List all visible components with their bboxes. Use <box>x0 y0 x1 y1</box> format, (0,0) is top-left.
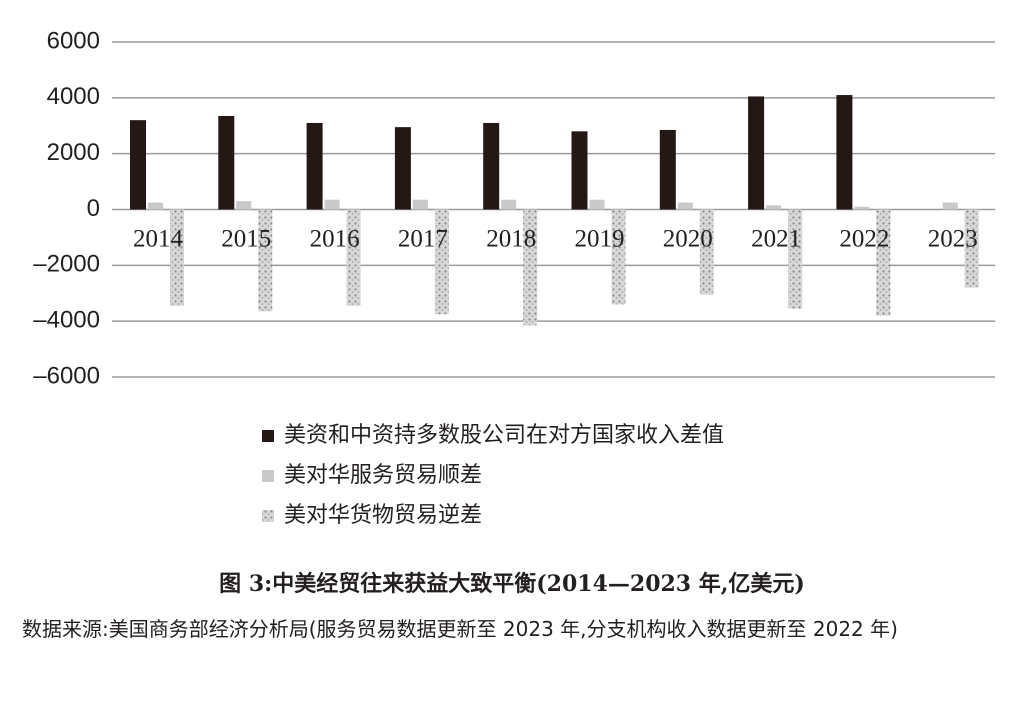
bar <box>589 199 605 210</box>
x-tick-label: 2016 <box>310 226 360 253</box>
bar <box>148 202 163 210</box>
legend-label: 美对华货物贸易逆差 <box>284 503 482 528</box>
bar <box>346 209 361 306</box>
bar <box>258 209 273 312</box>
x-tick-label: 2022 <box>839 226 889 253</box>
bar <box>306 122 323 210</box>
y-tick-label: 6000 <box>47 27 100 54</box>
bar <box>236 201 252 210</box>
x-tick-label: 2015 <box>221 226 271 253</box>
bar <box>766 205 782 210</box>
bar <box>942 202 958 210</box>
bar <box>130 120 146 210</box>
x-tick-label: 2014 <box>133 226 184 253</box>
bar <box>964 209 979 288</box>
bar <box>571 131 588 210</box>
legend-swatch <box>262 510 274 522</box>
bar <box>836 95 853 210</box>
bar <box>412 199 428 210</box>
legend-label: 美资和中资持多数股公司在对方国家收入差值 <box>284 423 724 448</box>
bar <box>748 96 765 210</box>
legend-label: 美对华服务贸易顺差 <box>284 463 482 488</box>
source-text: 美国商务部经济分析局(服务贸易数据更新至 2023 年,分支机构收入数据更新至 … <box>108 617 898 641</box>
x-tick-label: 2023 <box>928 226 978 253</box>
y-tick-label: 0 <box>87 195 100 222</box>
y-tick-label: –2000 <box>33 251 100 278</box>
y-tick-label: 4000 <box>47 83 100 110</box>
y-tick-label: –4000 <box>33 307 100 334</box>
bar <box>324 199 340 210</box>
y-tick-label: 2000 <box>47 139 100 166</box>
bar <box>170 209 184 306</box>
bar <box>876 209 891 316</box>
y-tick-label: –6000 <box>33 362 100 389</box>
legend-swatch <box>262 430 274 442</box>
bar <box>434 209 449 315</box>
bar <box>611 209 626 305</box>
bar <box>501 199 517 210</box>
bar <box>699 209 714 295</box>
bar <box>394 127 411 210</box>
x-tick-label: 2021 <box>751 226 801 253</box>
bar <box>677 202 693 210</box>
x-tick-label: 2020 <box>663 226 713 253</box>
bar <box>854 206 870 210</box>
bar <box>483 122 500 210</box>
bar <box>788 209 803 309</box>
bar <box>218 115 235 210</box>
x-tick-label: 2018 <box>486 226 536 253</box>
x-tick-label: 2017 <box>398 226 448 253</box>
legend-swatch <box>262 470 274 482</box>
bar <box>523 209 538 326</box>
chart: –6000 –4000 –2000 0 2000 4000 6000 2014 2015 2016… <box>33 27 995 528</box>
source: 数据来源: 美国商务部经济分析局(服务贸易数据更新至 2023 年,分支机构收入… <box>22 612 1012 646</box>
caption: 图 3:中美经贸往来获益大致平衡(2014—2023 年,亿美元) <box>219 571 805 597</box>
x-tick-label: 2019 <box>575 226 625 253</box>
source-label: 数据来源: <box>22 617 109 641</box>
bar <box>659 129 676 210</box>
